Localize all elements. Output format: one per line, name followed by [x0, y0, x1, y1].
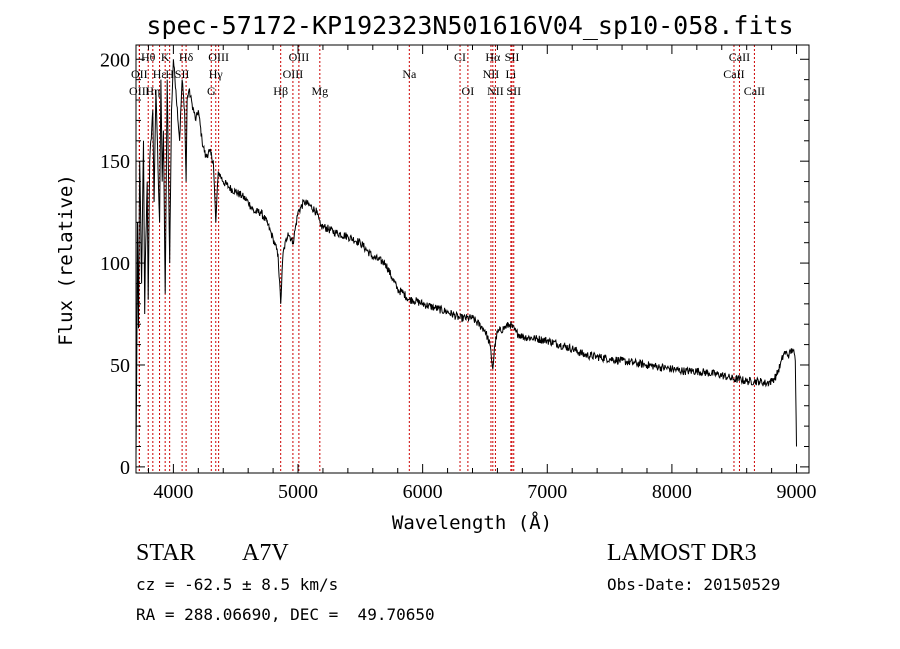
x-tick-label: 9000	[777, 481, 817, 503]
spectral-line-label: NII	[487, 84, 504, 98]
chart-title: spec-57172-KP192323N501616V04_sp10-058.f…	[146, 11, 793, 40]
observation-date: Obs-Date: 20150529	[607, 575, 781, 594]
y-tick-label: 0	[120, 457, 130, 479]
x-tick-label: 4000	[153, 481, 193, 503]
spectral-line-label: CI	[454, 50, 466, 64]
spectrum-line	[135, 59, 797, 457]
series-layer	[135, 59, 797, 457]
spectral-line-label: Na	[402, 67, 417, 81]
coordinates: RA = 288.06690, DEC = 49.70650	[136, 605, 435, 624]
spectral-line-label: SII	[506, 84, 521, 98]
spectral-line-label: Mg	[311, 84, 328, 98]
spectral-line-label: G	[207, 84, 216, 98]
spectral-line-label: CaII	[729, 50, 750, 64]
spectral-line-label: K	[161, 50, 170, 64]
spectral-line-label: Hδ	[179, 50, 194, 64]
spectral-line-label: CaII	[723, 67, 744, 81]
spectral-line-label: OIII	[289, 50, 310, 64]
x-axis-title: Wavelength (Å)	[392, 511, 552, 534]
x-tick-label: 6000	[403, 481, 443, 503]
y-axis-ticks: 0 50 100 150 200	[100, 49, 809, 479]
y-tick-label: 50	[110, 355, 130, 377]
y-tick-label: 100	[100, 253, 130, 275]
spectral-subclass: A7V	[242, 540, 289, 566]
spectral-line-label: Hθ	[141, 50, 156, 64]
redshift-value: cz = -62.5 ± 8.5 km/s	[136, 575, 339, 594]
spectral-line-label: OIII	[129, 84, 150, 98]
spectral-line-label: Hβ	[273, 84, 288, 98]
spectral-line-label: OI	[462, 84, 475, 98]
y-tick-label: 200	[100, 49, 130, 71]
x-tick-label: 7000	[527, 481, 567, 503]
spectral-line-label: SII	[175, 67, 190, 81]
y-axis-title: Flux (relative)	[55, 174, 77, 346]
spectral-line-label: Hη	[145, 84, 160, 98]
x-tick-label: 5000	[278, 481, 318, 503]
spectral-line-label: Li	[506, 67, 517, 81]
spectral-line-markers	[138, 45, 755, 473]
spectral-line-label: SII	[505, 50, 520, 64]
spectral-line-label: H	[165, 67, 174, 81]
object-class: STAR	[136, 540, 196, 566]
spectral-line-label: Hγ	[209, 67, 224, 81]
spectral-line-label: Hα	[485, 50, 501, 64]
survey-name: LAMOST DR3	[607, 540, 757, 566]
x-tick-label: 8000	[652, 481, 692, 503]
spectral-line-label: OII	[131, 67, 148, 81]
spectral-line-label: OIII	[283, 67, 304, 81]
spectral-line-label: Hε	[153, 67, 167, 81]
spectral-line-label: NII	[483, 67, 500, 81]
y-tick-label: 150	[100, 151, 130, 173]
spectral-line-label: CaII	[744, 84, 765, 98]
spectral-line-label: OIII	[208, 50, 229, 64]
plot-frame	[135, 44, 810, 474]
x-axis-ticks: 4000 5000 6000 7000 8000 9000	[147, 45, 817, 503]
